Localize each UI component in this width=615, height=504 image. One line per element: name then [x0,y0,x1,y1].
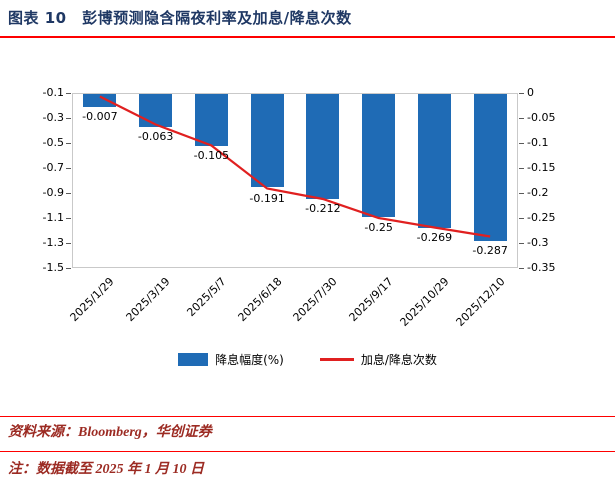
data-label: -0.191 [249,191,285,205]
x-axis-label: 2025/1/29 [67,275,118,325]
y-axis-tick-right [519,143,524,144]
data-label: -0.063 [137,129,174,143]
chart-legend: 降息幅度(%) 加息/降息次数 [0,351,615,368]
y-axis-tick-left [66,168,71,169]
note-divider [0,451,615,452]
y-axis-tick-left [66,193,71,194]
bar-2025/5/7 [194,94,228,146]
x-axis-label: 2025/12/10 [453,275,508,330]
legend-label-bar: 降息幅度(%) [215,353,284,367]
legend-item-line: 加息/降息次数 [319,351,437,368]
y-axis-label-left: -0.7 [42,161,64,174]
figure-title: 图表 10 彭博预测隐含隔夜利率及加息/降息次数 [8,9,352,27]
y-axis-label-left: -1.5 [42,261,64,274]
x-axis-label: 2025/7/30 [290,275,341,325]
bar-2025/9/17 [362,94,396,217]
y-axis-tick-left [66,118,71,119]
y-axis-tick-right [519,93,524,94]
y-axis-label-right: -0.2 [527,186,549,199]
x-axis-label: 2025/3/19 [123,275,173,325]
y-axis-label-right: 0 [527,86,534,99]
source-note: 资料来源：Bloomberg，华创证券 [8,425,212,440]
bar-2025/12/10 [473,94,507,241]
y-axis-tick-right [519,218,524,219]
y-axis-tick-right [519,243,524,244]
bar-2025/7/30 [306,94,340,200]
y-axis-tick-left [66,93,71,94]
data-label: -0.007 [82,109,118,123]
bar-2025/1/29 [83,94,117,107]
x-axis-label: 2025/10/29 [397,275,452,330]
source-divider [0,416,615,417]
plot-area [72,93,518,268]
data-note: 注：数据截至 2025 年 1 月 10 日 [8,462,204,477]
y-axis-tick-right [519,168,524,169]
y-axis-tick-right [519,268,524,269]
y-axis-label-right: -0.35 [527,261,556,274]
data-label: -0.269 [416,231,453,244]
y-axis-tick-left [66,268,71,269]
x-axis-label: 2025/9/17 [346,275,396,325]
y-axis-tick-right [519,118,524,119]
y-axis-label-left: -0.3 [42,111,64,124]
bar-2025/6/18 [250,94,284,187]
bar-2025/3/19 [139,94,173,127]
x-axis-label: 2025/5/7 [184,275,229,320]
y-axis-label-left: -1.3 [42,236,64,249]
y-axis-label-right: -0.15 [527,161,556,174]
y-axis-tick-right [519,193,524,194]
y-axis-label-left: -1.1 [42,211,64,224]
y-axis-label-right: -0.1 [527,136,549,149]
line-series-swatch [319,358,354,361]
data-label: -0.105 [193,148,230,162]
title-divider [0,36,615,38]
y-axis-tick-left [66,218,71,219]
y-axis-label-right: -0.05 [527,111,556,124]
y-axis-tick-left [66,243,71,244]
y-axis-label-left: -0.9 [42,186,64,199]
x-axis-label: 2025/6/18 [235,275,285,325]
bar-series-swatch [178,353,209,366]
y-axis-label-right: -0.3 [527,236,549,249]
data-label: -0.25 [364,221,393,234]
bar-2025/10/29 [417,94,451,228]
data-label: -0.212 [305,202,341,216]
y-axis-tick-left [66,143,71,144]
y-axis-label-right: -0.25 [527,211,556,224]
legend-item-bar: 降息幅度(%) [178,351,284,368]
y-axis-label-left: -0.5 [42,136,64,149]
data-label: -0.287 [472,243,508,257]
legend-label-line: 加息/降息次数 [360,353,437,367]
y-axis-label-left: -0.1 [42,86,64,99]
